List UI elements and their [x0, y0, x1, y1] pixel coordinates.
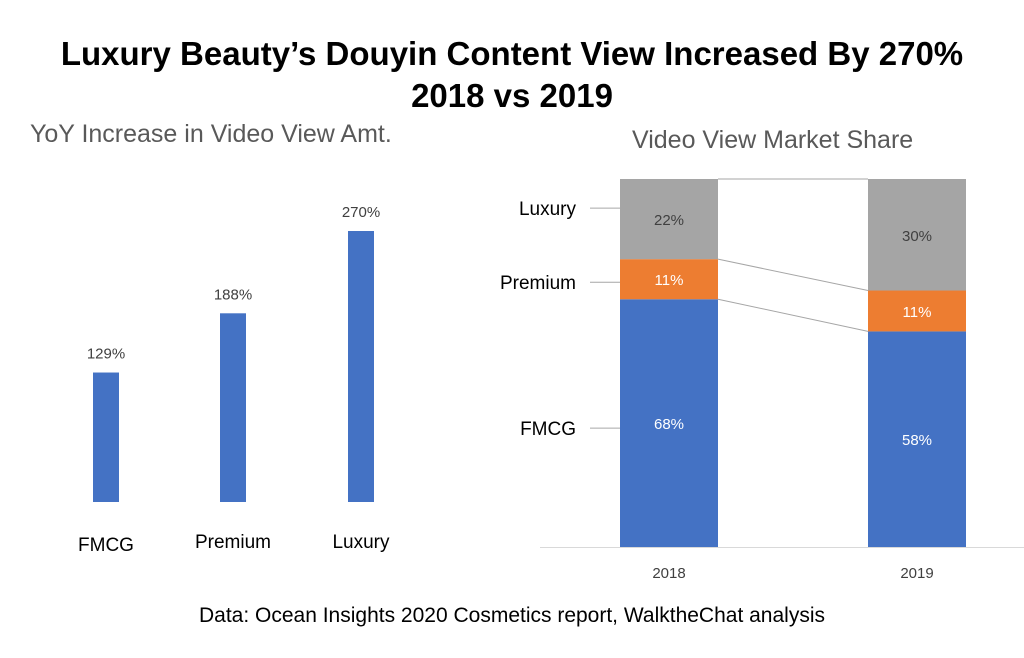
main-title-line2: 2018 vs 2019 [411, 77, 613, 114]
segment-data-label: 11% [655, 272, 684, 289]
series-name-label: Luxury [519, 199, 577, 220]
segment-fmcg-2019 [868, 331, 966, 547]
series-connector-line [717, 258, 869, 292]
category-label: Luxury [332, 532, 390, 553]
segment-data-label: 68% [654, 416, 684, 433]
category-label: Premium [195, 532, 271, 553]
bar-fmcg [93, 372, 119, 502]
segment-luxury-2018 [620, 179, 718, 260]
right-chart-title: Video View Market Share [632, 126, 914, 154]
bar-data-label: 270% [342, 204, 380, 221]
segment-premium-2019 [868, 290, 966, 332]
left-chart-title: YoY Increase in Video View Amt. [30, 120, 392, 148]
segment-data-label: 30% [902, 228, 932, 245]
category-label: FMCG [78, 535, 134, 556]
segment-luxury-2019 [868, 179, 966, 291]
bar-premium [220, 313, 246, 502]
segment-data-label: 11% [903, 304, 932, 321]
segment-fmcg-2018 [620, 299, 718, 547]
year-axis-label: 2019 [900, 565, 933, 582]
bar-data-label: 129% [87, 346, 125, 363]
bar-data-label: 188% [214, 286, 252, 303]
series-connector-line [717, 298, 869, 332]
series-name-label: FMCG [520, 419, 576, 440]
source-note: Data: Ocean Insights 2020 Cosmetics repo… [198, 604, 825, 627]
segment-premium-2018 [620, 259, 718, 300]
bar-luxury [348, 231, 374, 502]
year-axis-label: 2018 [652, 565, 685, 582]
segment-data-label: 58% [902, 432, 932, 449]
segment-data-label: 22% [654, 212, 684, 229]
main-title-line1: Luxury Beauty’s Douyin Content View Incr… [60, 35, 964, 72]
series-name-label: Premium [500, 273, 576, 294]
